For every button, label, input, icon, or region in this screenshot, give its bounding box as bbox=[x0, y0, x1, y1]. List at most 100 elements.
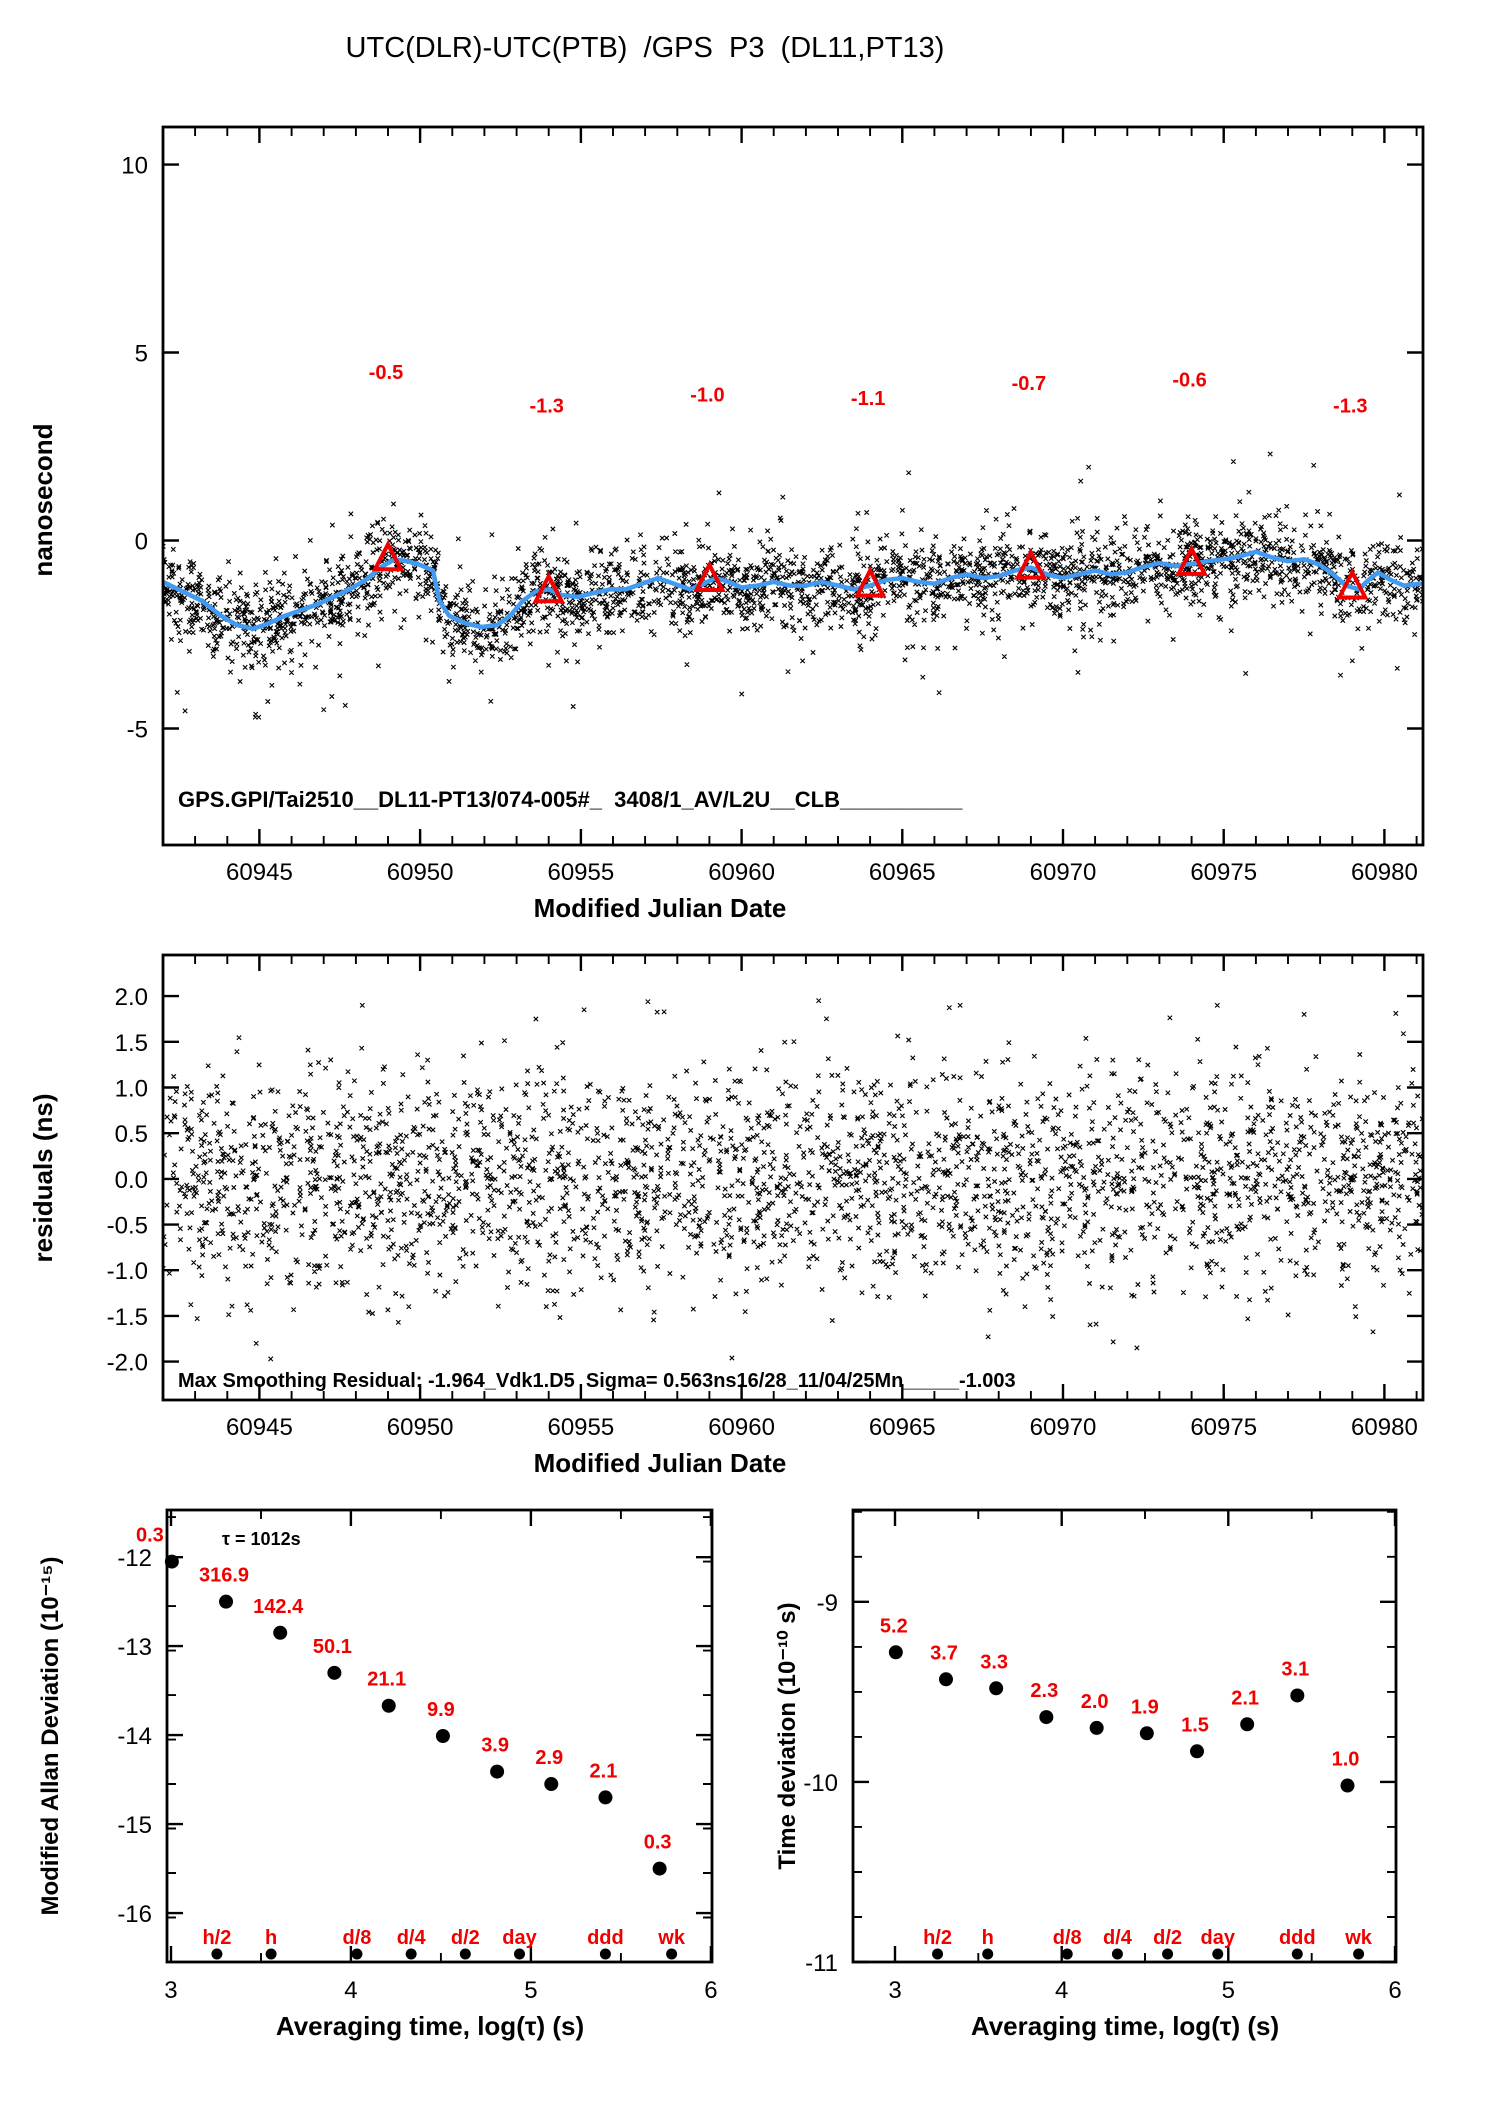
tau-marker-dot bbox=[1111, 1948, 1123, 1960]
y-minor-ticks bbox=[853, 1510, 1396, 1918]
tau-marker-label: d/2 bbox=[1153, 1927, 1182, 1949]
x-tick-label: 60970 bbox=[1030, 859, 1097, 886]
panel-frame bbox=[161, 953, 1425, 1402]
top-scatter bbox=[164, 451, 1422, 720]
tau-marker-label: wk bbox=[657, 1927, 686, 1949]
deviation-value-label: 21.1 bbox=[367, 1669, 406, 1691]
x-tick-label: 60965 bbox=[869, 1414, 936, 1441]
deviation-point bbox=[939, 1672, 953, 1687]
residuals-panel: 60945 60950 60955 60960 60965 60970 60975 60980… bbox=[107, 953, 1425, 1441]
x-major-ticks bbox=[258, 955, 1386, 1400]
tau-marker-label: h/2 bbox=[202, 1927, 231, 1949]
deviation-value-label: 50.1 bbox=[313, 1636, 352, 1658]
deviation-point bbox=[888, 1645, 903, 1660]
deviation-point bbox=[435, 1729, 450, 1743]
y-minor-ticks bbox=[167, 1516, 712, 1963]
deviation-value-label: 2.1 bbox=[1231, 1687, 1259, 1709]
calibration-triangle-marker bbox=[1335, 568, 1369, 600]
y-tick-label: -11 bbox=[805, 1950, 838, 1977]
tau-marker-dot bbox=[351, 1948, 363, 1960]
x-tick-label: 60970 bbox=[1030, 1414, 1097, 1441]
deviation-value-label: 9.9 bbox=[427, 1699, 455, 1721]
x-tick-label: 3 bbox=[164, 1977, 177, 2004]
tau-marker-dot bbox=[1212, 1948, 1224, 1960]
x-tick-label: 5 bbox=[524, 1977, 537, 2004]
tau-marker-label: d/8 bbox=[343, 1927, 372, 1949]
tau-marker-label: d/8 bbox=[1053, 1927, 1082, 1949]
deviation-point bbox=[989, 1681, 1004, 1696]
x-major-ticks bbox=[258, 127, 1386, 845]
y-tick-label: -1.5 bbox=[107, 1304, 148, 1331]
y-tick-label: -2.0 bbox=[107, 1350, 148, 1377]
panel-frame bbox=[161, 125, 1425, 847]
tau-marker-label: ddd bbox=[587, 1927, 624, 1949]
deviation-point bbox=[652, 1861, 667, 1876]
deviation-value-label: 0.3 bbox=[136, 1525, 164, 1547]
scatter-x-markers bbox=[164, 998, 1422, 1362]
deviation-point bbox=[1190, 1744, 1204, 1759]
deviation-value-label: 3.3 bbox=[980, 1651, 1008, 1673]
y-major-ticks bbox=[853, 1600, 1396, 1964]
tau-marker-dot bbox=[1162, 1948, 1174, 1960]
deviation-point bbox=[1139, 1726, 1154, 1741]
tau-marker-dot bbox=[211, 1948, 223, 1960]
deviation-point bbox=[1039, 1710, 1054, 1725]
y-tick-label: -16 bbox=[117, 1901, 152, 1928]
deviation-value-label: 2.1 bbox=[590, 1760, 618, 1782]
tau-marker-dot bbox=[1291, 1948, 1303, 1960]
calibration-triangle-marker bbox=[532, 571, 566, 604]
x-tick-label: 60945 bbox=[226, 1414, 293, 1441]
residuals-x-axis-label: Modified Julian Date bbox=[534, 1448, 787, 1478]
deviation-value-label: 1.9 bbox=[1131, 1696, 1159, 1718]
mdev-y-axis-label: Modified Allan Deviation (10⁻¹⁵) bbox=[37, 1556, 64, 1915]
triangle-value-label: -1.1 bbox=[851, 388, 885, 410]
y-tick-label: 5 bbox=[135, 341, 148, 368]
y-tick-label: -9 bbox=[817, 1590, 838, 1617]
x-tick-label: 4 bbox=[344, 1977, 357, 2004]
deviation-value-label: 3.9 bbox=[481, 1735, 509, 1757]
y-tick-label: 2.0 bbox=[115, 984, 148, 1011]
deviation-point bbox=[381, 1698, 396, 1713]
deviation-value-label: 1.5 bbox=[1181, 1714, 1209, 1736]
deviation-value-label: 5.2 bbox=[880, 1615, 908, 1637]
y-tick-label: -1.0 bbox=[107, 1258, 148, 1285]
deviation-value-label: 0.3 bbox=[644, 1832, 672, 1854]
mdev-tau-annotation: τ = 1012s bbox=[222, 1529, 301, 1549]
deviation-point bbox=[490, 1764, 505, 1779]
tau-marker-label: d/2 bbox=[451, 1927, 480, 1949]
top-panel: -0.5 -1.3 -1.0 -1.1 -0.7 -0.6 -1.3 60945 60950 60… bbox=[121, 125, 1425, 886]
calibration-triangle-marker bbox=[371, 539, 405, 572]
deviation-point bbox=[598, 1790, 613, 1805]
x-minor-ticks bbox=[260, 1510, 622, 1962]
tau-marker-label: d/4 bbox=[397, 1927, 427, 1949]
triangle-value-label: -0.7 bbox=[1012, 373, 1046, 395]
deviation-value-label: 3.1 bbox=[1281, 1658, 1309, 1680]
deviation-value-label: 316.9 bbox=[199, 1565, 249, 1587]
deviation-point bbox=[327, 1665, 342, 1680]
x-tick-label: 60955 bbox=[547, 859, 614, 886]
tau-marker-dot bbox=[405, 1948, 417, 1960]
x-tick-label: 60965 bbox=[869, 859, 936, 886]
deviation-value-label: 2.3 bbox=[1030, 1680, 1058, 1702]
tau-marker-label: ddd bbox=[1279, 1927, 1316, 1949]
x-tick-label: 4 bbox=[1055, 1977, 1068, 2004]
deviation-value-label: 2.0 bbox=[1081, 1691, 1109, 1713]
tau-marker-dot bbox=[599, 1948, 611, 1960]
top-panel-annotation: GPS.GPI/Tai2510__DL11-PT13/074-005#_ 340… bbox=[178, 787, 963, 812]
smoothed-line bbox=[164, 549, 1422, 632]
y-tick-label: -13 bbox=[117, 1634, 152, 1661]
y-tick-label: 0.5 bbox=[115, 1121, 148, 1148]
tdev-y-axis-label: Time deviation (10⁻¹⁰ s) bbox=[774, 1602, 801, 1869]
x-tick-label: 60980 bbox=[1351, 1414, 1418, 1441]
x-major-ticks bbox=[893, 1510, 1397, 1962]
x-tick-label: 60975 bbox=[1190, 1414, 1257, 1441]
deviation-value-label: 1.0 bbox=[1332, 1749, 1360, 1771]
x-tick-label: 60950 bbox=[387, 1414, 454, 1441]
triangle-value-label: -1.3 bbox=[529, 396, 563, 418]
x-tick-label: 6 bbox=[1388, 1977, 1401, 2004]
residuals-scatter bbox=[164, 998, 1422, 1362]
y-tick-label: -10 bbox=[803, 1770, 838, 1797]
tau-marker-dot bbox=[514, 1948, 526, 1960]
